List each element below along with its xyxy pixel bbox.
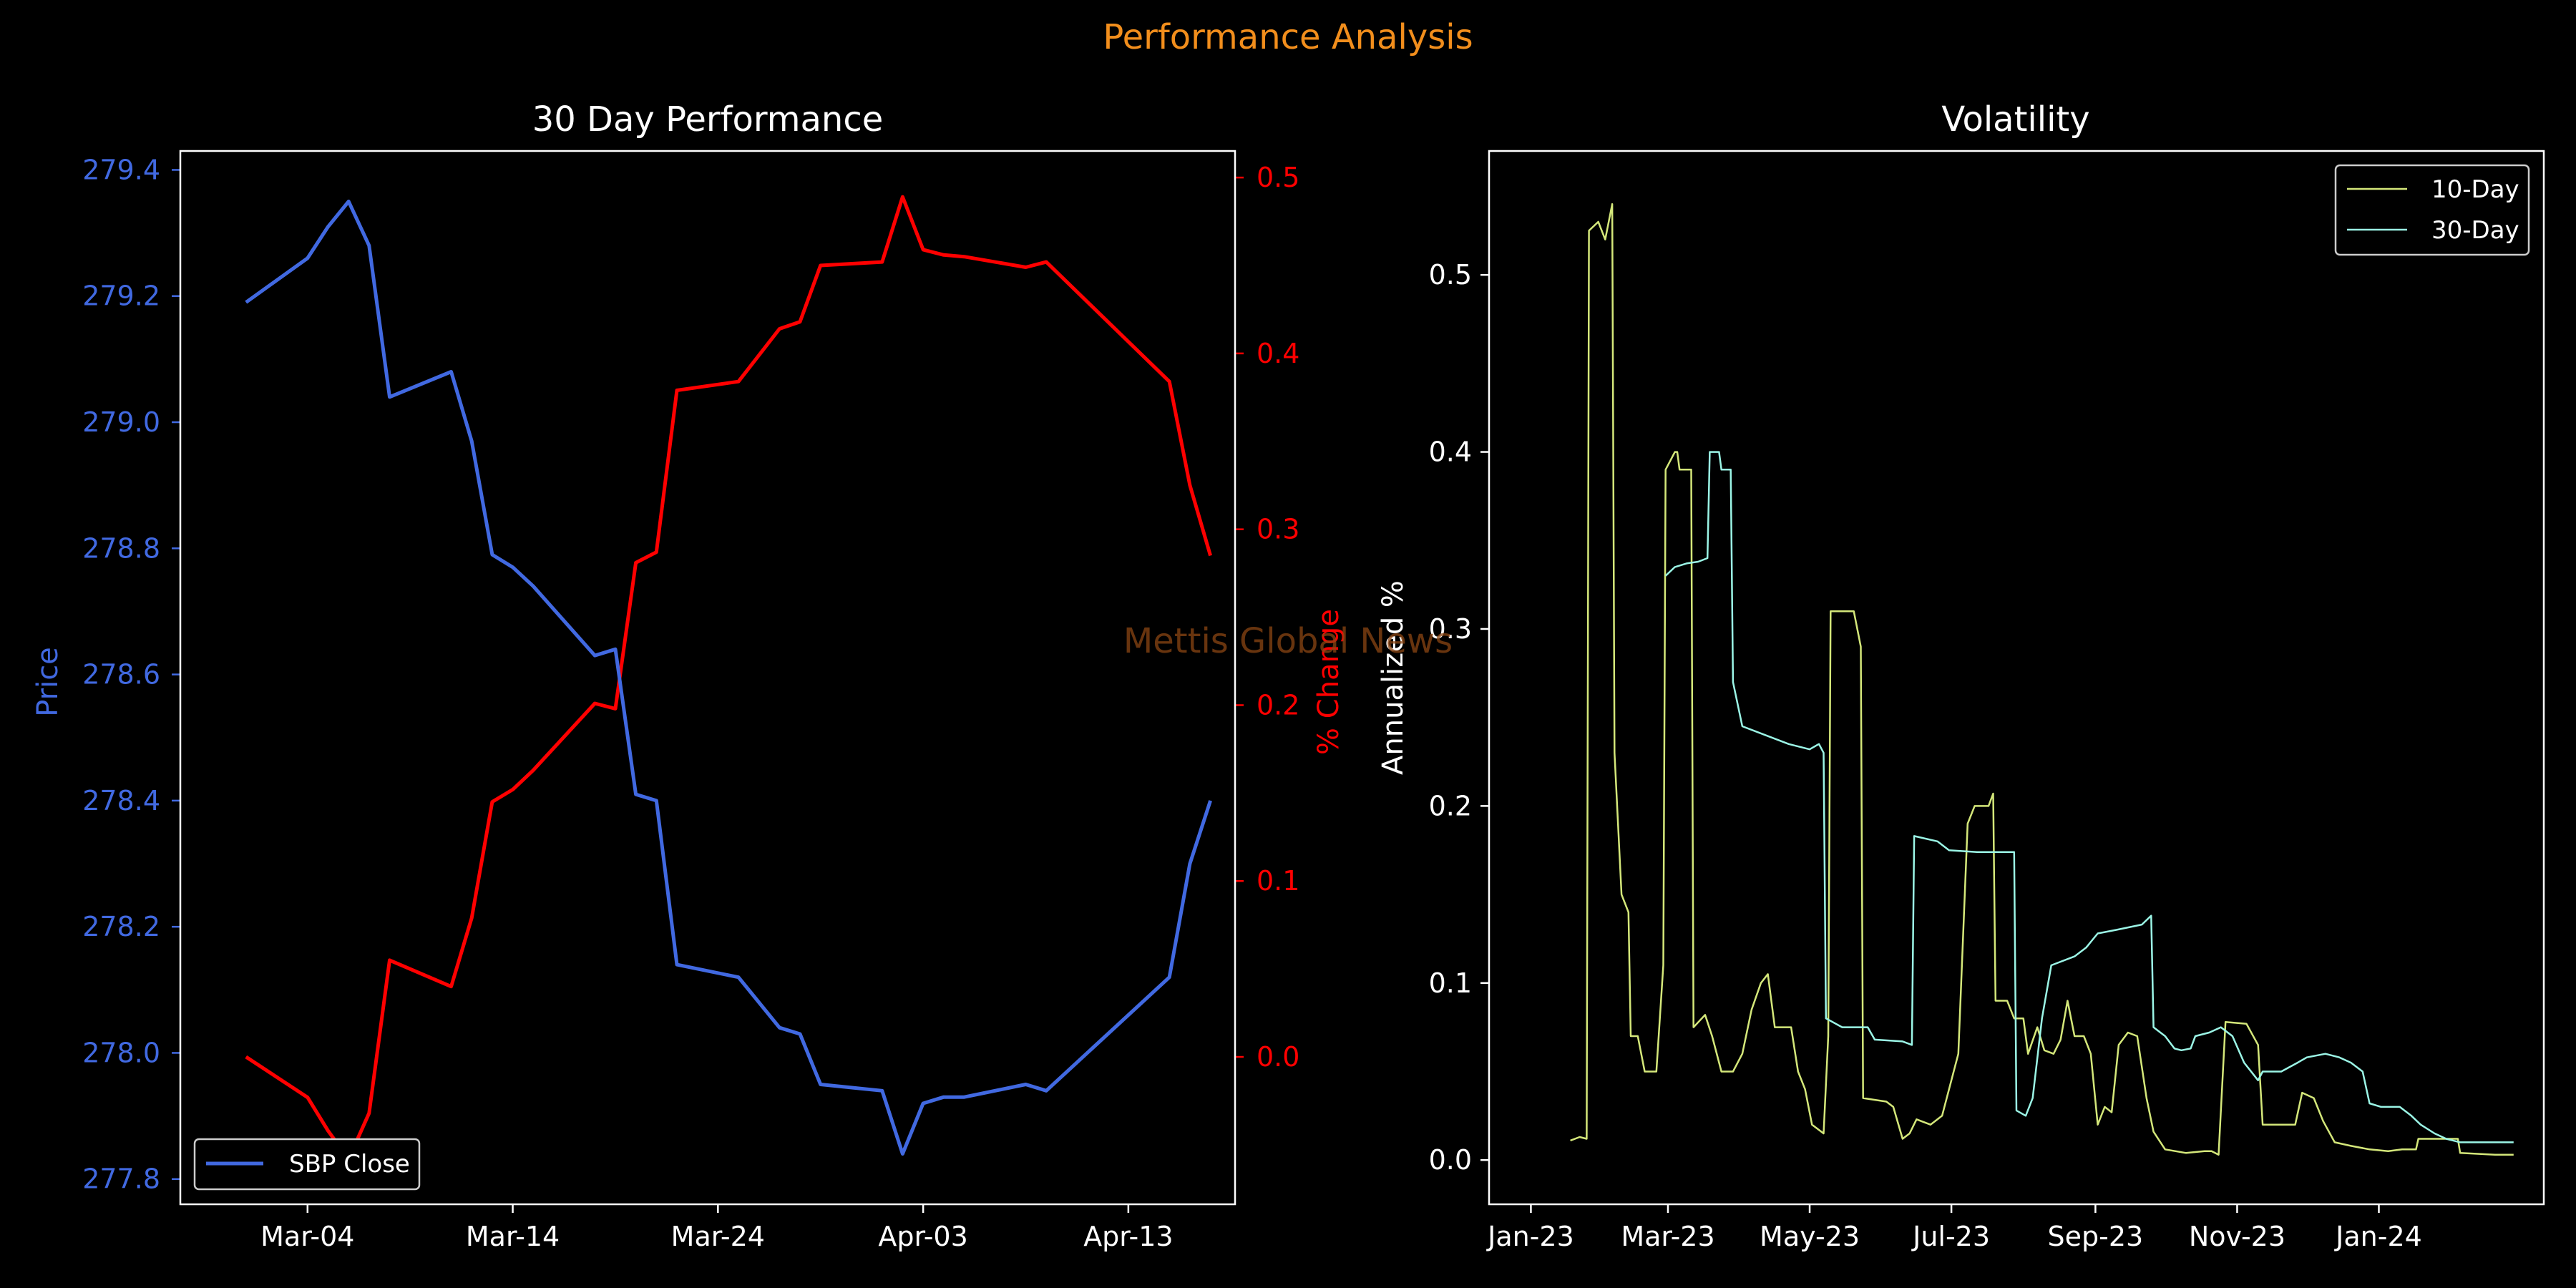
legend-label-30-day: 30-Day — [2431, 216, 2519, 245]
price-tick-label: 278.8 — [82, 532, 160, 564]
x-tick-label-mar-24: Mar-24 — [671, 1221, 765, 1252]
price-tick-label: 279.0 — [82, 406, 160, 438]
figure-suptitle: Performance Analysis — [1103, 17, 1473, 57]
x-tick-label-jan-23: Jan-23 — [1486, 1221, 1574, 1252]
price-tick-label: 278.6 — [82, 659, 160, 691]
price-axis-label: Price — [31, 647, 64, 717]
x-tick-label-mar-04: Mar-04 — [260, 1221, 354, 1252]
change-tick-label: 0.1 — [1257, 865, 1299, 897]
volatility-axis-label: Annualized % — [1377, 580, 1410, 775]
performance-legend-box — [193, 1138, 421, 1191]
x-tick-label-apr-03: Apr-03 — [878, 1221, 967, 1252]
volatility-panel: Volatility Annualized % Jan-23 Mar-23 May-… — [1377, 99, 2545, 1252]
volatility-panel-title: Volatility — [1941, 99, 2089, 140]
volatility-axes-frame — [1488, 150, 2545, 1206]
y-tick-label: 0.2 — [1429, 790, 1472, 821]
performance-plot-area — [245, 195, 1212, 1161]
price-tick-label: 278.4 — [82, 785, 160, 816]
performance-panel-title: 30 Day Performance — [532, 99, 884, 140]
change-tick-label: 0.5 — [1257, 162, 1299, 193]
change-tick-label: 0.0 — [1257, 1041, 1299, 1073]
x-tick-label-nov-23: Nov-23 — [2189, 1221, 2285, 1252]
y-tick-label: 0.4 — [1429, 436, 1472, 468]
change-tick-label: 0.4 — [1257, 338, 1299, 369]
y-tick-label: 0.0 — [1429, 1144, 1472, 1176]
x-tick-label-mar-23: Mar-23 — [1621, 1221, 1714, 1252]
x-tick-label-mar-14: Mar-14 — [466, 1221, 560, 1252]
change-axis-label: % Change — [1312, 609, 1345, 755]
x-tick-label-jan-24: Jan-24 — [2334, 1221, 2422, 1252]
volatility-legend-box — [2334, 164, 2530, 256]
volatility-axes: Jan-23 Mar-23 May-23 Jul-23 Sep-23 Nov-23 Jan-… — [1429, 259, 2422, 1252]
x-tick-label-jul-23: Jul-23 — [1911, 1221, 1990, 1252]
price-tick-label: 279.4 — [82, 154, 160, 185]
y-tick-label: 0.3 — [1429, 613, 1472, 645]
x-tick-label-sep-23: Sep-23 — [2048, 1221, 2144, 1252]
price-tick-label: 278.0 — [82, 1037, 160, 1068]
series-line-sbp-close — [245, 200, 1212, 1156]
x-tick-label-apr-13: Apr-13 — [1083, 1221, 1173, 1252]
performance-panel: 30 Day Performance Price % Change Mar-04… — [31, 99, 1345, 1252]
y-tick-label: 0.1 — [1429, 967, 1472, 999]
x-tick-label-may-23: May-23 — [1760, 1221, 1860, 1252]
y-tick-label: 0.5 — [1429, 259, 1472, 291]
performance-legend: SBP Close — [193, 1138, 421, 1191]
performance-axes: Mar-04 Mar-14 Mar-24 Apr-03 Apr-13 277.8 278.0… — [82, 154, 1299, 1252]
price-tick-label: 278.2 — [82, 911, 160, 942]
change-tick-label: 0.2 — [1257, 689, 1299, 721]
series-line-10-day — [1570, 203, 2514, 1156]
legend-label-10-day: 10-Day — [2431, 175, 2519, 204]
series-line-30-day — [1664, 451, 2514, 1143]
volatility-legend: 10-Day 30-Day — [2334, 164, 2530, 256]
price-tick-label: 279.2 — [82, 280, 160, 312]
price-tick-label: 277.8 — [82, 1163, 160, 1195]
change-tick-label: 0.3 — [1257, 514, 1299, 545]
performance-axes-frame — [179, 150, 1236, 1206]
legend-label-sbp-close: SBP Close — [289, 1150, 410, 1179]
series-line-change — [245, 195, 1212, 1161]
volatility-plot-area — [1570, 203, 2514, 1156]
watermark: Mettis Global News — [1123, 621, 1453, 661]
